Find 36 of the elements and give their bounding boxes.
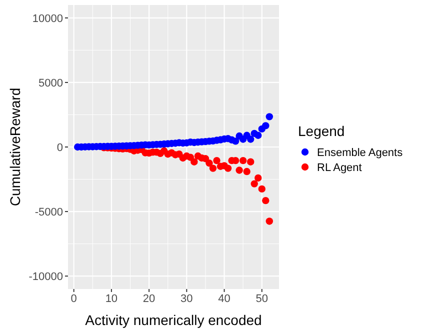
- point: [266, 218, 274, 225]
- y-tick-label: 5000: [38, 77, 63, 90]
- point: [209, 164, 217, 172]
- x-tick-label: 30: [180, 293, 193, 305]
- x-tick-label: 20: [142, 293, 156, 305]
- x-tick-label: 0: [70, 293, 77, 305]
- x-tick-label: 50: [256, 293, 268, 305]
- point: [262, 196, 270, 204]
- legend-label: RL Agent: [317, 162, 362, 174]
- y-axis-title: CumulativeReward: [7, 88, 23, 206]
- x-tick-label: 40: [218, 293, 230, 305]
- point: [266, 113, 274, 120]
- legend-label: Ensemble Agents: [317, 147, 404, 159]
- x-axis-title: Activity numerically encoded: [85, 312, 262, 328]
- point: [254, 132, 262, 139]
- point: [213, 156, 220, 164]
- y-tick-label: -10000: [28, 271, 63, 284]
- point: [186, 154, 194, 161]
- y-tick-label: -5000: [34, 206, 63, 219]
- point: [247, 136, 254, 143]
- point: [262, 122, 270, 130]
- point: [206, 160, 213, 167]
- point: [254, 174, 262, 182]
- legend-title: Legend: [298, 123, 345, 139]
- point: [250, 180, 258, 188]
- point: [247, 158, 254, 166]
- point: [232, 138, 240, 145]
- point: [243, 168, 250, 176]
- x-tick-label: 10: [105, 293, 118, 305]
- point: [258, 185, 266, 193]
- point: [239, 156, 247, 164]
- point: [190, 158, 198, 166]
- point: [236, 166, 243, 174]
- y-tick-label: 10000: [32, 12, 63, 25]
- point: [224, 164, 232, 172]
- y-tick-label: 0: [56, 142, 63, 154]
